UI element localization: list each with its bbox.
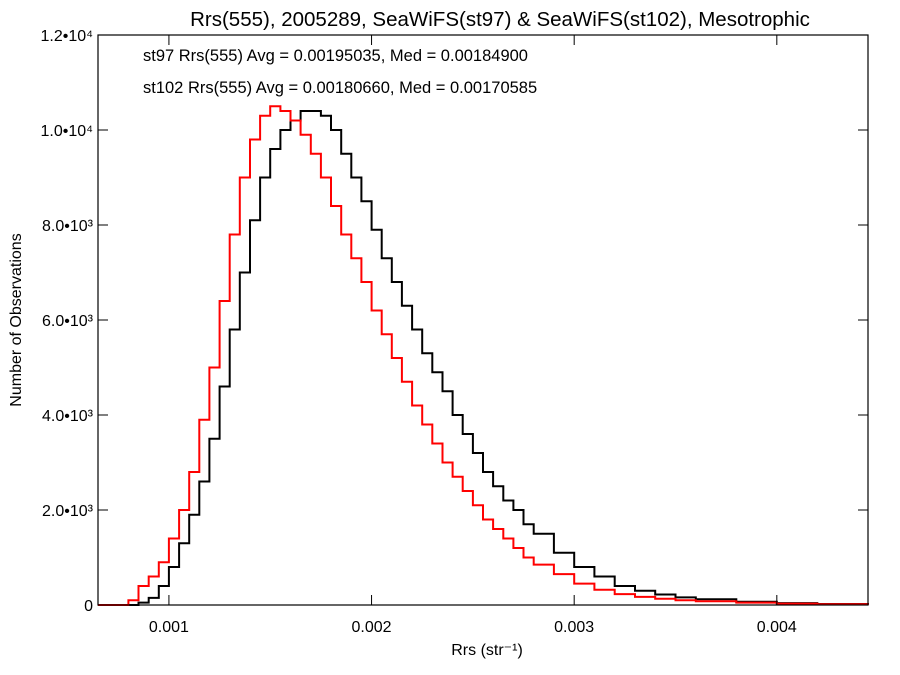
y-tick-label: 8.0•10³ [42,218,94,235]
annotation-st102: st102 Rrs(555) Avg = 0.00180660, Med = 0… [143,79,537,97]
y-tick-label: 0 [84,598,93,615]
y-tick-label: 4.0•10³ [42,408,94,425]
x-axis-label: Rrs (str⁻¹) [451,642,523,659]
series-st97-line [98,110,869,606]
annotation-st97: st97 Rrs(555) Avg = 0.00195035, Med = 0.… [143,47,528,65]
x-tick-label: 0.001 [149,619,189,636]
y-tick-label: 1.2•10⁴ [40,28,93,45]
y-axis-label: Number of Observations [8,233,25,406]
y-tick-label: 1.0•10⁴ [40,123,93,140]
y-tick-label: 6.0•10³ [42,313,94,330]
x-tick-label: 0.003 [554,619,594,636]
series-st102-line [98,105,869,606]
y-tick-label: 2.0•10³ [42,503,94,520]
x-tick-label: 0.004 [757,619,797,636]
chart-title: Rrs(555), 2005289, SeaWiFS(st97) & SeaWi… [190,8,810,31]
axis-layer: 0.001 0.002 0.003 0.004 0 2.0•10³ 4.0•10³ 6.0•1… [40,28,868,636]
x-tick-label: 0.002 [352,619,392,636]
series-layer [98,105,869,606]
